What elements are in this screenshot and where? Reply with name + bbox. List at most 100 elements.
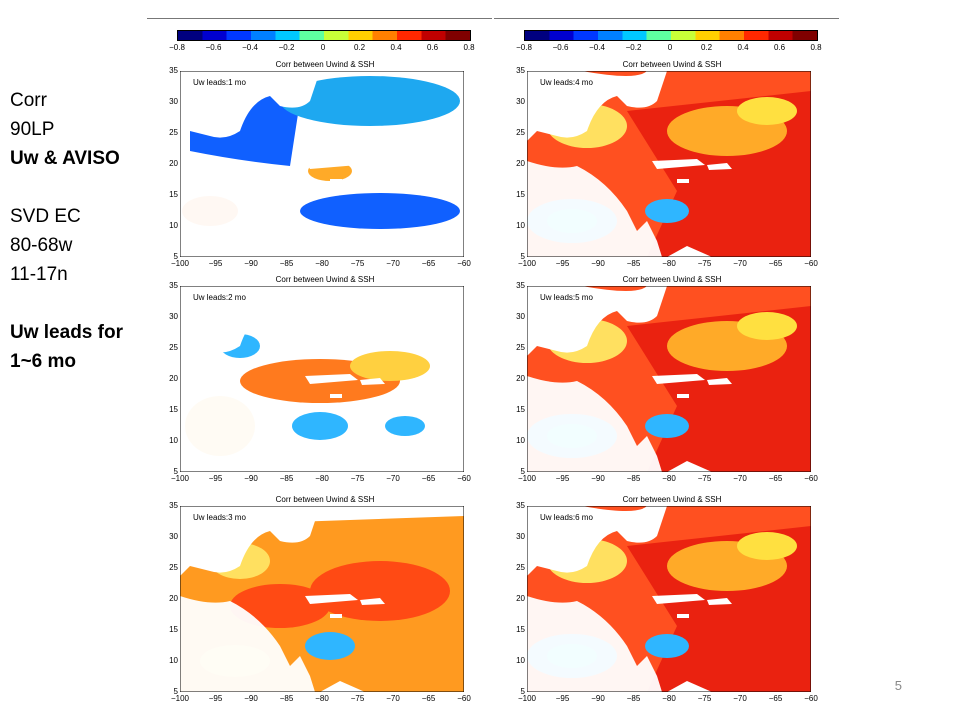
colorbar-ticks: −0.8 −0.6 −0.4 −0.2 0 0.2 0.4 0.6 0.8	[514, 43, 826, 55]
x-tick-label: −65	[421, 474, 436, 483]
y-tick-label: 35	[516, 501, 525, 510]
lead-label: Uw leads:6 mo	[540, 513, 593, 522]
x-tick-label: −100	[170, 259, 190, 268]
y-tick-label: 15	[169, 405, 178, 414]
x-tick-label: −95	[555, 694, 570, 703]
lead-label: Uw leads:1 mo	[193, 78, 246, 87]
x-tick-label: −70	[386, 694, 400, 703]
colorbar-tick-label: 0.6	[773, 43, 786, 52]
y-tick-label: 30	[169, 97, 178, 106]
y-tick-label: 15	[516, 625, 525, 634]
x-tick-label: −65	[768, 694, 783, 703]
colorbar-tick-label: −0.8	[516, 43, 532, 52]
colorbar-tick-label: −0.2	[278, 43, 295, 52]
x-tick-label: −95	[208, 259, 223, 268]
y-tick-label: 5	[173, 252, 178, 261]
x-tick-label: −80	[315, 474, 329, 483]
top-rule	[147, 18, 492, 19]
map-panel: Corr between Uwind & SSH Uw leads:2 mo 35 3…	[145, 275, 495, 490]
panel-title: Corr between Uwind & SSH	[275, 495, 375, 504]
y-tick-label: 10	[169, 436, 178, 445]
panel-title: Corr between Uwind & SSH	[622, 275, 722, 284]
lead-label: Uw leads:3 mo	[193, 513, 246, 522]
x-tick-label: −60	[804, 694, 818, 703]
x-tick-label: −60	[804, 474, 818, 483]
correlation-map	[179, 70, 465, 258]
x-tick-label: −85	[279, 259, 294, 268]
y-tick-label: 15	[516, 190, 525, 199]
correlation-map	[526, 285, 812, 473]
note-90lp: 90LP	[10, 119, 55, 140]
x-tick-label: −95	[208, 474, 223, 483]
colorbar-tick-label: 0.8	[463, 43, 475, 52]
x-tick-label: −80	[315, 259, 329, 268]
colorbar-tick-label: 0.2	[353, 43, 366, 52]
y-tick-label: 25	[516, 343, 525, 352]
y-tick-label: 30	[516, 312, 525, 321]
x-tick-label: −100	[517, 259, 537, 268]
top-rule	[494, 18, 839, 19]
note-corr: Corr	[10, 90, 47, 111]
y-tick-label: 15	[169, 625, 178, 634]
x-tick-label: −80	[315, 694, 329, 703]
y-tick-label: 25	[169, 563, 178, 572]
colorbar-strip	[524, 30, 818, 41]
y-tick-label: 10	[516, 656, 525, 665]
panel-title: Corr between Uwind & SSH	[275, 60, 375, 69]
x-tick-label: −90	[244, 259, 258, 268]
note-leads: Uw leads for	[10, 322, 123, 343]
x-tick-label: −75	[697, 474, 712, 483]
note-lat-range: 11-17n	[10, 264, 68, 285]
note-svd-ec: SVD EC	[10, 206, 81, 227]
note-uw-aviso: Uw & AVISO	[10, 148, 120, 169]
lead-label: Uw leads:5 mo	[540, 293, 593, 302]
x-tick-label: −65	[768, 474, 783, 483]
note-months: 1~6 mo	[10, 351, 77, 372]
y-tick-label: 5	[520, 687, 525, 696]
y-tick-label: 25	[169, 128, 178, 137]
x-tick-label: −70	[386, 474, 400, 483]
colorbar-strip	[177, 30, 471, 41]
y-tick-label: 15	[516, 405, 525, 414]
x-tick-label: −75	[350, 474, 365, 483]
colorbar-tick-label: −0.8	[169, 43, 185, 52]
colorbar-tick-label: −0.4	[589, 43, 605, 52]
x-tick-label: −90	[591, 474, 605, 483]
x-tick-label: −70	[733, 259, 747, 268]
x-tick-label: −75	[350, 259, 365, 268]
map-panel: Corr between Uwind & SSH Uw leads:6 mo 35 3…	[492, 495, 842, 710]
y-tick-label: 30	[516, 532, 525, 541]
x-tick-label: −85	[626, 259, 641, 268]
colorbar-tick-label: 0.8	[810, 43, 822, 52]
x-tick-label: −90	[591, 259, 605, 268]
x-tick-label: −65	[421, 694, 436, 703]
side-notes: Corr 90LP Uw & AVISO SVD EC 80-68w 11-17…	[10, 86, 150, 376]
y-tick-label: 20	[169, 374, 178, 383]
x-tick-label: −60	[804, 259, 818, 268]
x-tick-label: −75	[697, 694, 712, 703]
correlation-map	[526, 70, 812, 258]
colorbar-tick-label: 0	[320, 43, 326, 52]
map-panel: Corr between Uwind & SSH Uw leads:4 mo 35 3…	[492, 60, 842, 275]
x-tick-label: −80	[662, 259, 676, 268]
x-tick-label: −100	[170, 694, 190, 703]
x-tick-label: −100	[517, 694, 537, 703]
map-panel: Corr between Uwind & SSH Uw leads:3 mo 35 3…	[145, 495, 495, 710]
y-tick-label: 5	[173, 687, 178, 696]
x-tick-label: −90	[244, 694, 258, 703]
y-tick-label: 25	[516, 563, 525, 572]
x-tick-label: −85	[279, 474, 294, 483]
x-tick-label: −85	[626, 694, 641, 703]
panel-title: Corr between Uwind & SSH	[622, 60, 722, 69]
y-tick-label: 5	[520, 252, 525, 261]
x-tick-label: −75	[350, 694, 365, 703]
y-tick-label: 25	[169, 343, 178, 352]
colorbar-tick-label: −0.6	[552, 43, 569, 52]
y-tick-label: 35	[516, 281, 525, 290]
y-tick-label: 10	[169, 656, 178, 665]
lead-label: Uw leads:4 mo	[540, 78, 593, 87]
colorbar-tick-label: 0.4	[390, 43, 402, 52]
x-tick-label: −100	[517, 474, 537, 483]
lead-label: Uw leads:2 mo	[193, 293, 246, 302]
correlation-map	[526, 505, 812, 693]
